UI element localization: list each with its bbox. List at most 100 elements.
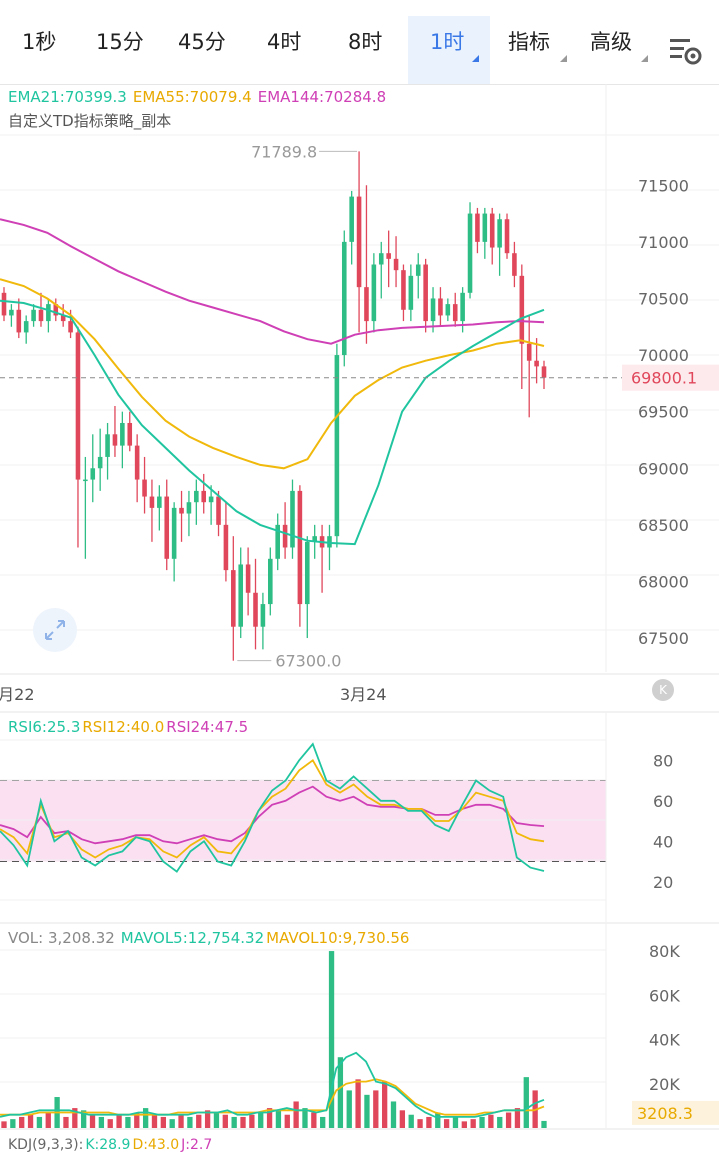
candle-body xyxy=(297,490,303,605)
chart-settings-icon[interactable] xyxy=(668,36,704,68)
volume-bar xyxy=(426,1116,432,1128)
volume-bar xyxy=(355,1079,361,1128)
volume-bar xyxy=(213,1112,220,1128)
candle-body xyxy=(534,360,539,367)
volume-bar xyxy=(488,1114,494,1128)
high-price-label: 71789.8 xyxy=(251,142,317,161)
kdj-legend: KDJ(9,3,3): K:28.9 D:43.0 J:2.7 xyxy=(8,1137,218,1153)
candle-body xyxy=(497,219,502,248)
candle-body xyxy=(423,264,428,322)
volume-bar xyxy=(284,1114,290,1128)
tab-indicators[interactable]: 指标 xyxy=(508,30,550,54)
volume-bar xyxy=(45,1112,51,1128)
mavol10-legend: MAVOL10:9,730.56 xyxy=(266,929,410,947)
kdj-d: D:43.0 xyxy=(132,1137,180,1153)
rsi12-line xyxy=(0,758,545,859)
volume-bar xyxy=(479,1116,485,1128)
volume-bar xyxy=(390,1101,397,1128)
strategy-label: 自定义TD指标策略_副本 xyxy=(8,112,172,130)
volume-bar xyxy=(231,1116,237,1128)
ema55-line xyxy=(0,278,545,470)
candle-body xyxy=(312,536,317,542)
volume-bar xyxy=(505,1112,512,1128)
candle-body xyxy=(415,264,421,276)
tab-15m[interactable]: 15分 xyxy=(96,30,144,54)
date-label: 3月24 xyxy=(340,685,387,704)
tab-4h[interactable]: 4时 xyxy=(267,30,302,54)
candle-body xyxy=(216,496,221,525)
candle-body xyxy=(46,304,51,322)
tab-45m[interactable]: 45分 xyxy=(178,30,226,54)
volume-bar xyxy=(178,1114,184,1128)
tab-1s[interactable]: 1秒 xyxy=(22,30,57,54)
volume-bar xyxy=(541,1120,547,1128)
candle-body xyxy=(260,604,266,627)
volume-bar xyxy=(89,1114,96,1128)
volume-bar xyxy=(81,1110,87,1128)
candle-body xyxy=(349,196,354,242)
active-tab-highlight xyxy=(408,16,490,84)
volume-bar xyxy=(1,1121,7,1128)
candle-body xyxy=(452,304,458,322)
candle-body xyxy=(445,304,451,316)
tab-advanced[interactable]: 高级 xyxy=(590,30,632,54)
candle-body xyxy=(282,524,288,548)
candle-body xyxy=(97,456,103,469)
expand-icon xyxy=(45,620,65,640)
tab-1h[interactable]: 1时 xyxy=(430,30,465,54)
volume-current-label: 3208.3 xyxy=(637,1104,693,1123)
candle-body xyxy=(120,422,125,446)
candle-body xyxy=(467,213,473,293)
ema55-legend: EMA55:70079.4 xyxy=(132,88,252,106)
rsi6-line xyxy=(0,742,545,873)
volume-bar xyxy=(19,1116,25,1128)
mavol5-line xyxy=(0,1051,545,1118)
candle-body xyxy=(208,496,214,503)
candle-body xyxy=(482,213,488,242)
rsi12-legend: RSI12:40.0 xyxy=(82,718,165,736)
volume-legend: VOL: 3,208.32 MAVOL5:12,754.32 MAVOL10:9,7… xyxy=(8,929,415,947)
volume-bar xyxy=(399,1110,406,1128)
tab-8h[interactable]: 8时 xyxy=(348,30,383,54)
candle-body xyxy=(186,502,192,514)
candle-body xyxy=(541,366,547,378)
volume-bar xyxy=(27,1114,34,1128)
candle-body xyxy=(127,422,133,446)
candle-body xyxy=(519,275,525,344)
candle-body xyxy=(356,196,362,288)
vol-legend: VOL: 3,208.32 xyxy=(8,929,115,947)
fullscreen-button[interactable] xyxy=(33,608,77,652)
volume-bar xyxy=(169,1119,175,1128)
candle-body xyxy=(393,258,399,271)
date-label: 3月22 xyxy=(0,685,35,704)
advanced-dropdown-icon xyxy=(641,55,648,62)
price-tick-label: 70000 xyxy=(638,346,689,365)
candle-body xyxy=(408,275,414,310)
volume-bar xyxy=(54,1097,60,1128)
candle-body xyxy=(512,253,517,276)
candle-body xyxy=(179,507,184,514)
volume-bar xyxy=(532,1090,538,1128)
volume-bar xyxy=(452,1116,459,1128)
volume-bar xyxy=(134,1112,140,1128)
volume-bar xyxy=(98,1116,105,1128)
price-tick-label: 71500 xyxy=(638,176,689,195)
candlestick-plot xyxy=(0,151,547,1128)
candle-body xyxy=(504,219,510,254)
rsi24-line xyxy=(0,785,545,845)
timeframe-tab-bar: 1秒 15分 45分 4时 8时 1时 指标 高级 xyxy=(0,0,719,85)
volume-bar xyxy=(417,1119,423,1128)
volume-tick-label: 60K xyxy=(649,986,680,1005)
candle-body xyxy=(16,309,22,333)
volume-bar xyxy=(240,1116,246,1128)
candle-body xyxy=(1,292,7,316)
volume-bar xyxy=(302,1108,308,1128)
candle-body xyxy=(105,434,110,457)
candle-body xyxy=(268,558,273,605)
volume-bar xyxy=(63,1116,69,1128)
candle-body xyxy=(341,241,347,356)
price-tick-label: 69500 xyxy=(638,403,689,422)
candle-body xyxy=(134,445,140,480)
scroll-to-latest-button[interactable]: K xyxy=(652,679,674,701)
